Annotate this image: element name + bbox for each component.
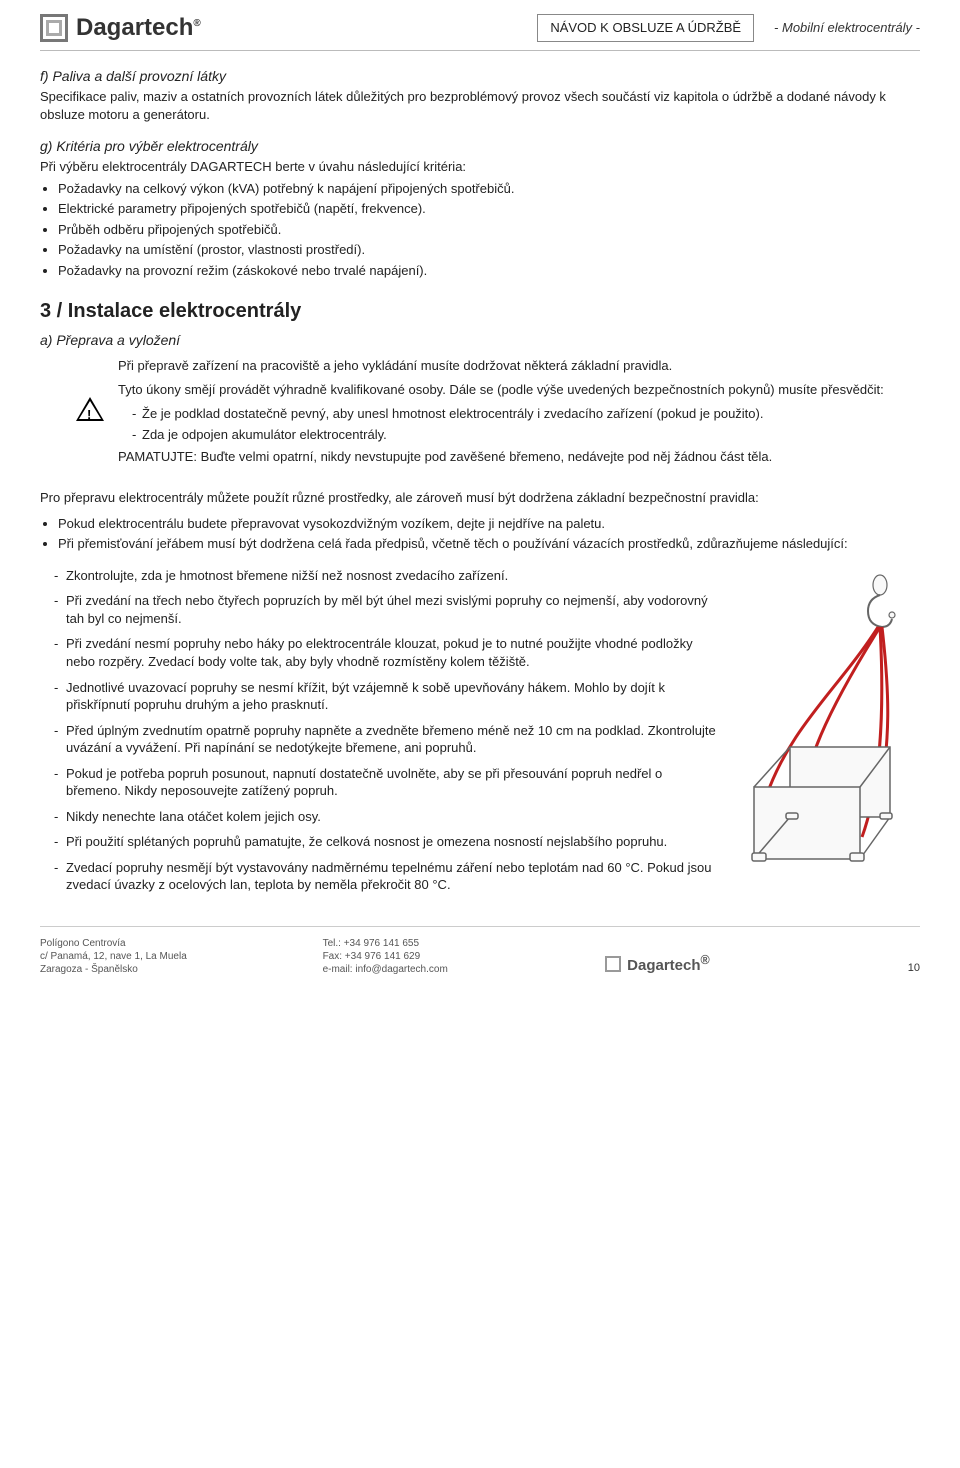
footer-contact: Tel.: +34 976 141 655 Fax: +34 976 141 6… — [323, 937, 606, 976]
section-g-list: Požadavky na celkový výkon (kVA) potřebn… — [40, 180, 920, 280]
lifting-section: Zkontrolujte, zda je hmotnost břemene ni… — [40, 567, 920, 902]
list-item: Zvedací popruhy nesmějí být vystavovány … — [54, 859, 718, 894]
lifting-diagram — [730, 567, 920, 902]
warn-p1: Při přepravě zařízení na pracoviště a je… — [118, 357, 920, 375]
page-footer: Polígono Centrovía c/ Panamá, 12, nave 1… — [40, 926, 920, 976]
list-item: Zda je odpojen akumulátor elektrocentrál… — [132, 426, 920, 444]
list-item: Požadavky na celkový výkon (kVA) potřebn… — [58, 180, 920, 198]
lifting-rules: Zkontrolujte, zda je hmotnost břemene ni… — [40, 567, 718, 894]
list-item: Pokud elektrocentrálu budete přepravovat… — [58, 515, 920, 533]
lifting-illustration-icon — [730, 567, 920, 887]
section-g: g) Kritéria pro výběr elektrocentrály Př… — [40, 137, 920, 279]
list-item: Nikdy nenechte lana otáčet kolem jejich … — [54, 808, 718, 826]
list-item: Před úplným zvednutím opatrně popruhy na… — [54, 722, 718, 757]
list-item: Požadavky na umístění (prostor, vlastnos… — [58, 241, 920, 259]
list-item: Pokud je potřeba popruh posunout, napnut… — [54, 765, 718, 800]
section-g-title: g) Kritéria pro výběr elektrocentrály — [40, 137, 920, 156]
warn-p3: PAMATUJTE: Buďte velmi opatrní, nikdy ne… — [118, 448, 920, 466]
footer-address: Polígono Centrovía c/ Panamá, 12, nave 1… — [40, 937, 323, 976]
section-f: f) Paliva a další provozní látky Specifi… — [40, 67, 920, 123]
brand-name: Dagartech® — [76, 12, 201, 44]
section-f-title: f) Paliva a další provozní látky — [40, 67, 920, 86]
section-3-heading: 3 / Instalace elektrocentrály — [40, 298, 920, 325]
footer-logo: Dagartech® — [605, 952, 888, 976]
warning-text: Při přepravě zařízení na pracoviště a je… — [118, 357, 920, 471]
header-subtitle: - Mobilní elektrocentrály - — [774, 19, 920, 37]
section-g-intro: Při výběru elektrocentrály DAGARTECH ber… — [40, 158, 920, 176]
list-item: Při zvedání nesmí popruhy nebo háky po e… — [54, 635, 718, 670]
transport-intro: Pro přepravu elektrocentrály můžete použ… — [40, 489, 920, 507]
logo-icon — [40, 14, 68, 42]
warning-triangle-icon: ! — [76, 397, 104, 421]
list-item: Že je podklad dostatečně pevný, aby unes… — [132, 405, 920, 423]
list-item: Jednotlivé uvazovací popruhy se nesmí kř… — [54, 679, 718, 714]
brand-logo: Dagartech® — [40, 12, 537, 44]
list-item: Při přemisťování jeřábem musí být dodrže… — [58, 535, 920, 553]
page-number: 10 — [888, 961, 920, 976]
list-item: Při zvedání na třech nebo čtyřech popruz… — [54, 592, 718, 627]
list-item: Elektrické parametry připojených spotřeb… — [58, 200, 920, 218]
header-title-box: NÁVOD K OBSLUZE A ÚDRŽBĚ — [537, 14, 754, 42]
transport-bullets: Pokud elektrocentrálu budete přepravovat… — [40, 515, 920, 553]
list-item: Požadavky na provozní režim (záskokové n… — [58, 262, 920, 280]
warn-p2: Tyto úkony smějí provádět výhradně kvali… — [118, 381, 920, 399]
section-3a-title: a) Přeprava a vyložení — [40, 331, 920, 350]
logo-icon — [605, 956, 621, 972]
list-item: Průběh odběru připojených spotřebičů. — [58, 221, 920, 239]
warning-block: ! Při přepravě zařízení na pracoviště a … — [76, 357, 920, 471]
list-item: Zkontrolujte, zda je hmotnost břemene ni… — [54, 567, 718, 585]
page-header: Dagartech® NÁVOD K OBSLUZE A ÚDRŽBĚ - Mo… — [40, 0, 920, 51]
section-f-para: Specifikace paliv, maziv a ostatních pro… — [40, 88, 920, 123]
list-item: Při použití splétaných popruhů pamatujte… — [54, 833, 718, 851]
